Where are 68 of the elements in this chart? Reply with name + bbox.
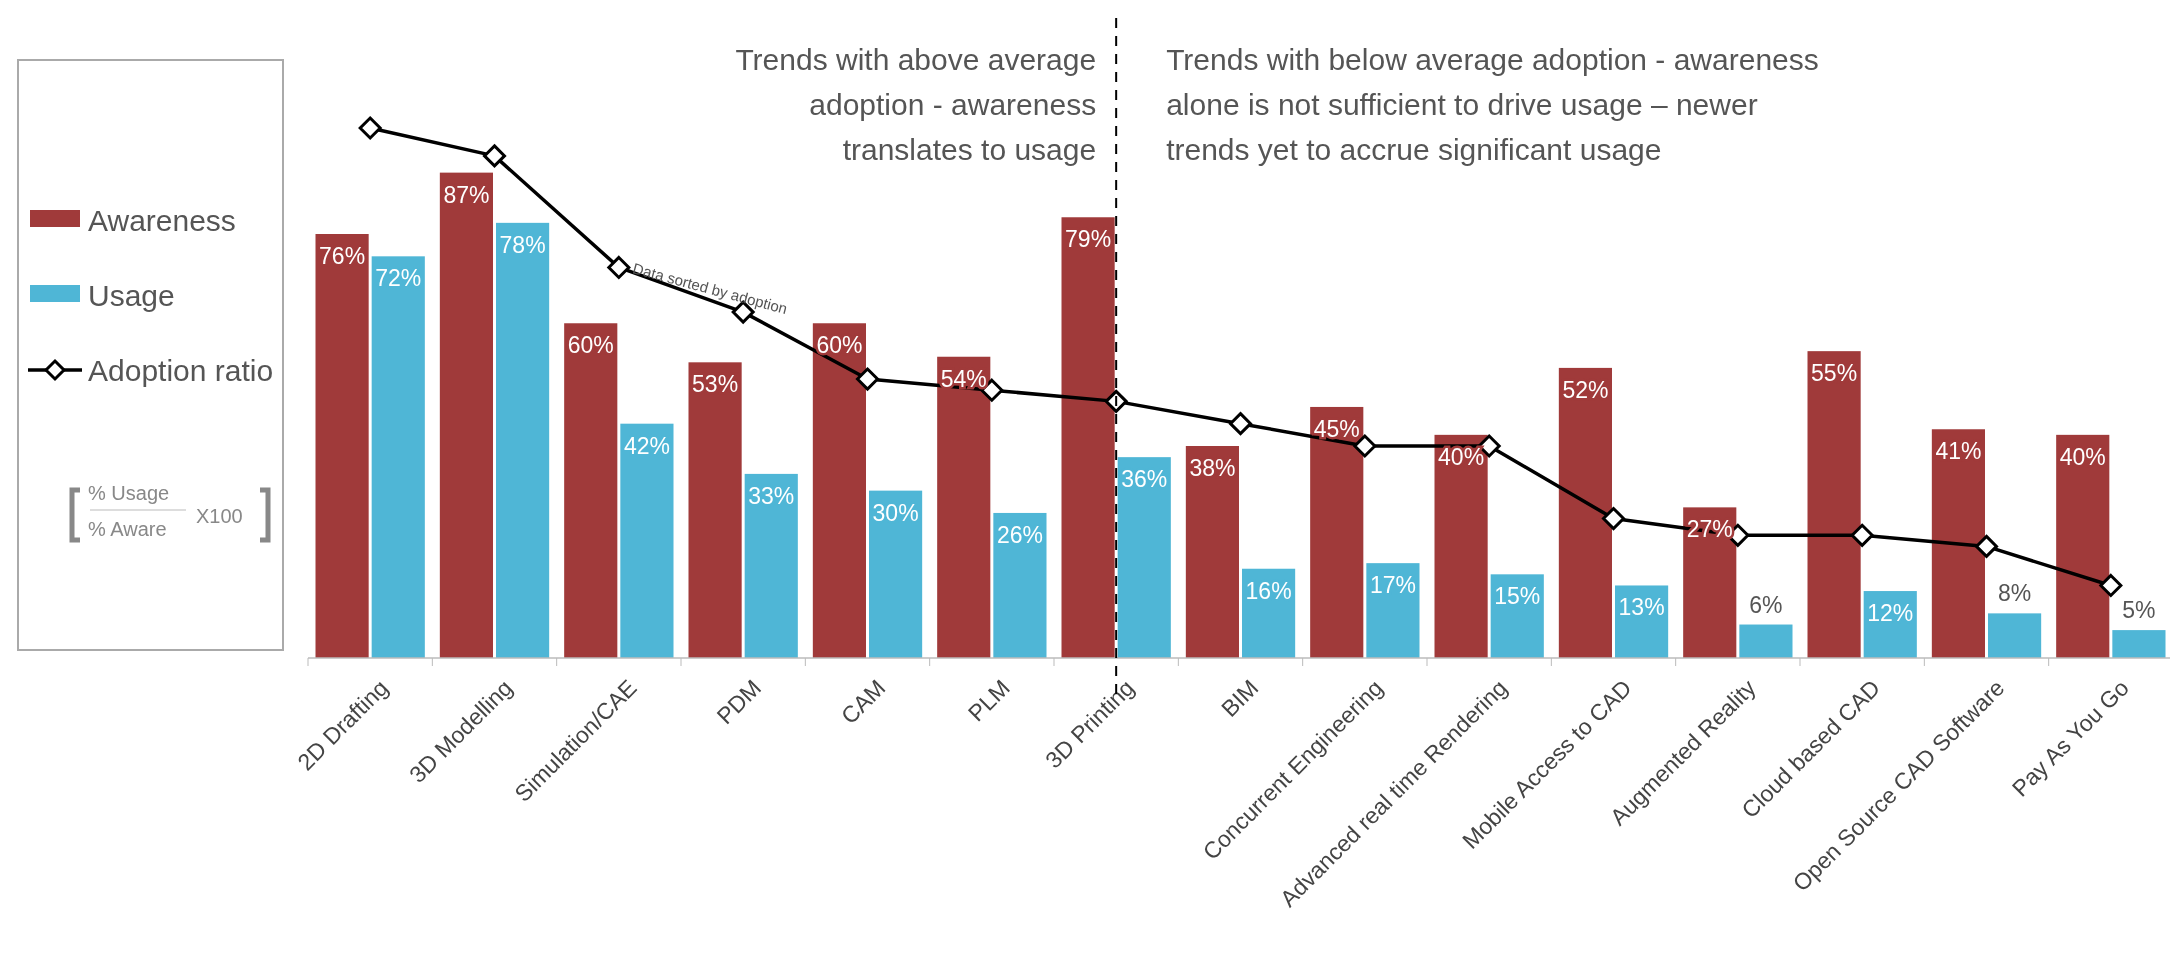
bar: [1310, 406, 1364, 658]
data-label: 78%: [499, 231, 546, 258]
data-label: 41%: [1935, 438, 1982, 465]
annotation: Trends with above average adoption - awareness translates to usage: [735, 43, 1097, 166]
bar: [371, 256, 425, 658]
bar: [620, 423, 674, 658]
point: [1850, 523, 1874, 547]
bar: [1185, 446, 1239, 658]
x-tick-label: BIM: [1216, 674, 1264, 722]
point: [1229, 412, 1252, 436]
data-label: 40%: [1438, 443, 1485, 470]
data-label: 52%: [1562, 376, 1609, 403]
data-label: 55%: [1811, 360, 1858, 387]
data-label: 17%: [1369, 572, 1416, 599]
data-label: 16%: [1245, 577, 1292, 604]
bar: [1739, 624, 1793, 658]
point: [358, 116, 382, 140]
data-label: 36%: [1121, 466, 1168, 493]
data-label: 42%: [623, 432, 670, 459]
data-label: 60%: [816, 332, 863, 359]
bar: [2112, 630, 2166, 658]
point: [1602, 507, 1625, 531]
data-label: 8%: [1997, 580, 2032, 607]
legend-label: Adoption ratio: [88, 354, 274, 387]
bar: [1807, 351, 1861, 658]
data-label: 79%: [1065, 226, 1112, 253]
bar: [1117, 457, 1171, 658]
data-label: 38%: [1189, 455, 1236, 481]
x-tick-label: Pay As You Go: [2006, 674, 2134, 802]
point: [607, 255, 631, 279]
data-label: 53%: [692, 371, 739, 398]
annotation: Trends with below average adoption - awareness alone is not sufficient to drive usage – newer trends yet to accrue significant usage: [1166, 43, 1819, 166]
data-label: 60%: [567, 332, 614, 359]
bar: [688, 362, 742, 658]
data-label: 30%: [872, 499, 919, 526]
text: % Aware: [88, 518, 167, 540]
data-label: 40%: [2059, 443, 2106, 470]
bar: [315, 234, 369, 658]
annotation: Data sorted by adoption: [631, 259, 790, 318]
bar: [496, 222, 550, 658]
point: [1104, 389, 1128, 413]
bar: [439, 172, 493, 658]
point: [1975, 534, 1998, 558]
text: % Usage: [88, 482, 170, 504]
bar: [812, 323, 866, 658]
data-label: 26%: [996, 521, 1043, 548]
legend-label: Awareness: [88, 204, 236, 237]
bar: [1061, 217, 1115, 658]
data-label: 76%: [319, 243, 366, 269]
bar: [564, 323, 618, 658]
data-label: 45%: [1313, 415, 1360, 442]
bar: [937, 356, 991, 658]
data-label: 12%: [1867, 600, 1914, 627]
data-label: 87%: [443, 181, 490, 208]
data-label: 13%: [1618, 594, 1665, 621]
bar: [1558, 367, 1612, 658]
data-label: 6%: [1749, 591, 1783, 618]
text: X100: [196, 505, 243, 527]
data-label: 54%: [940, 365, 987, 392]
bar: [1988, 613, 2042, 658]
data-label: 33%: [748, 482, 795, 509]
point: [2099, 573, 2123, 597]
data-label: 72%: [375, 265, 422, 292]
data-label: 15%: [1494, 583, 1541, 610]
point: [856, 367, 879, 391]
data-label: 5%: [2122, 597, 2156, 624]
legend-label: Usage: [88, 279, 175, 312]
point: [483, 144, 506, 168]
